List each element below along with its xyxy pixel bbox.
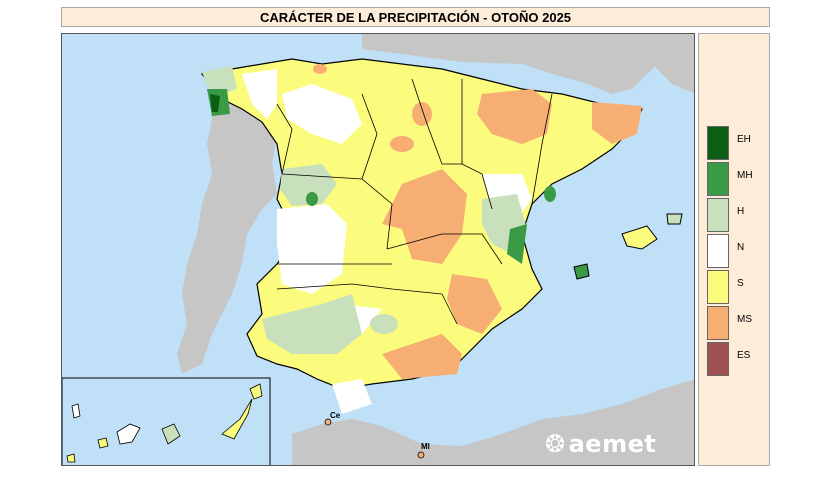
- legend-label-mh: MH: [737, 170, 753, 181]
- africa-land: [292, 379, 694, 465]
- zone-wet-andalucia: [262, 294, 362, 354]
- zone-normal-extremadura: [277, 204, 347, 294]
- legend-item-ms: MS: [707, 306, 767, 340]
- precipitation-map: Ce Ml: [61, 33, 695, 466]
- zone-very-dry-centre: [382, 169, 467, 264]
- map-title: CARÁCTER DE LA PRECIPITACIÓN - OTOÑO 202…: [61, 7, 770, 27]
- zone-very-dry-asturias: [313, 64, 327, 74]
- menorca-island: [666, 213, 683, 225]
- legend-item-n: N: [707, 234, 767, 268]
- zone-very-dry-aragon: [477, 89, 552, 144]
- legend-swatch-h: [707, 198, 729, 232]
- region-borders: [276, 78, 553, 325]
- legend-item-h: H: [707, 198, 767, 232]
- zone-normal-galicia: [242, 69, 277, 119]
- ibiza-island: [573, 263, 590, 280]
- legend-label-s: S: [737, 278, 744, 289]
- melilla-label: Ml: [421, 442, 430, 451]
- zone-very-wet-leon: [306, 192, 318, 206]
- ceuta-label: Ce: [330, 411, 341, 420]
- europe-land: [642, 34, 694, 94]
- ceuta-marker: [324, 418, 332, 426]
- france-land: [362, 34, 694, 94]
- zone-very-wet-castellon: [544, 186, 556, 202]
- legend-label-ms: MS: [737, 314, 752, 325]
- portugal-land: [177, 92, 277, 374]
- legend-label-n: N: [737, 242, 745, 253]
- legend-swatch-es: [707, 342, 729, 376]
- legend-swatch-s: [707, 270, 729, 304]
- canary-islands: [66, 383, 263, 463]
- legend-label-es: ES: [737, 350, 751, 361]
- zone-extremely-wet-galicia: [210, 94, 220, 112]
- legend-label-h: H: [737, 206, 745, 217]
- zone-normal-north: [282, 84, 362, 144]
- map-svg: Ce Ml: [62, 34, 694, 465]
- legend-swatch-ms: [707, 306, 729, 340]
- canary-inset: [62, 377, 271, 465]
- zone-very-dry-catalonia: [592, 102, 642, 144]
- zone-very-wet-valencia: [507, 224, 527, 264]
- legend-swatch-mh: [707, 162, 729, 196]
- aemet-logo: ❂ aemet: [545, 430, 656, 458]
- zone-very-dry-murcia: [447, 274, 502, 334]
- aemet-logo-icon: ❂: [545, 430, 566, 458]
- legend-item-eh: EH: [707, 126, 767, 160]
- legend-item-mh: MH: [707, 162, 767, 196]
- zone-very-dry-granada: [382, 334, 462, 379]
- legend-swatch-eh: [707, 126, 729, 160]
- zone-normal-cadiz: [332, 379, 372, 414]
- zone-wet-cordoba: [370, 314, 398, 334]
- zone-wet-galicia: [202, 66, 237, 94]
- mallorca-island: [621, 225, 658, 250]
- aemet-logo-text: aemet: [568, 430, 657, 458]
- zone-very-dry-rioja: [412, 102, 432, 126]
- melilla-marker: [417, 451, 425, 459]
- zone-very-dry-burgos: [390, 136, 414, 152]
- legend-label-eh: EH: [737, 134, 751, 145]
- legend: EH MH H N S MS ES: [698, 33, 770, 466]
- legend-item-es: ES: [707, 342, 767, 376]
- legend-swatch-n: [707, 234, 729, 268]
- legend-item-s: S: [707, 270, 767, 304]
